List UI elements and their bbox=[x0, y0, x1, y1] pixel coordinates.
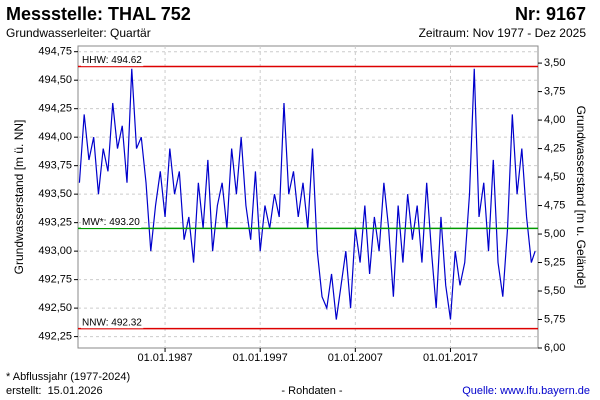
x-tick-label: 01.01.2017 bbox=[423, 352, 478, 364]
y2-tick-label: 5,25 bbox=[544, 256, 565, 268]
label-background bbox=[81, 55, 144, 67]
reference-label: HHW: 494.62 bbox=[82, 55, 142, 66]
reference-label: MW*: 493.20 bbox=[82, 217, 140, 228]
y2-tick-label: 4,25 bbox=[544, 142, 565, 154]
y2-tick-label: 4,75 bbox=[544, 199, 565, 211]
plot-area bbox=[77, 45, 539, 349]
y-tick-label: 494,50 bbox=[38, 74, 72, 86]
y2-tick-label: 4,50 bbox=[544, 171, 565, 183]
created-date: erstellt: 15.01.2026 bbox=[6, 385, 103, 397]
x-tick-label: 01.01.1987 bbox=[138, 352, 193, 364]
x-tick-label: 01.01.1997 bbox=[233, 352, 288, 364]
footnote: * Abflussjahr (1977-2024) bbox=[6, 371, 130, 383]
period: Zeitraum: Nov 1977 - Dez 2025 bbox=[419, 26, 587, 40]
station-number: Nr: 9167 bbox=[515, 4, 586, 24]
y-axis-label: Grundwasserstand [m ü. NN] bbox=[12, 120, 26, 275]
y2-tick-label: 3,50 bbox=[544, 57, 565, 69]
y2-tick-label: 3,75 bbox=[544, 85, 565, 97]
y2-axis-label: Grundwasserstand [m u. Gelände] bbox=[574, 106, 588, 289]
y-tick-label: 494,00 bbox=[38, 131, 72, 143]
reference-label: NNW: 492.32 bbox=[82, 317, 142, 328]
y-tick-label: 492,75 bbox=[38, 274, 72, 286]
subtitle: Grundwasserleiter: Quartär bbox=[6, 26, 151, 40]
label-background bbox=[81, 216, 142, 228]
y-tick-label: 493,75 bbox=[38, 160, 72, 172]
y-tick-label: 493,50 bbox=[38, 188, 72, 200]
y2-tick-label: 5,00 bbox=[544, 228, 565, 240]
chart-title: Messstelle: THAL 752 bbox=[6, 4, 191, 24]
y-tick-label: 494,25 bbox=[38, 103, 72, 115]
y2-tick-label: 5,50 bbox=[544, 285, 565, 297]
y2-tick-label: 5,75 bbox=[544, 313, 565, 325]
y-tick-label: 492,50 bbox=[38, 302, 72, 314]
label-background bbox=[81, 317, 144, 329]
x-tick-label: 01.01.2007 bbox=[328, 352, 383, 364]
y-tick-label: 494,75 bbox=[38, 46, 72, 58]
y-tick-label: 492,25 bbox=[38, 331, 72, 343]
y2-tick-label: 6,00 bbox=[544, 342, 565, 354]
y2-tick-label: 4,00 bbox=[544, 114, 565, 126]
y-tick-label: 493,00 bbox=[38, 245, 72, 257]
y-tick-label: 493,25 bbox=[38, 217, 72, 229]
source: Quelle: www.lfu.bayern.de bbox=[462, 385, 590, 397]
data-note: - Rohdaten - bbox=[281, 385, 342, 397]
